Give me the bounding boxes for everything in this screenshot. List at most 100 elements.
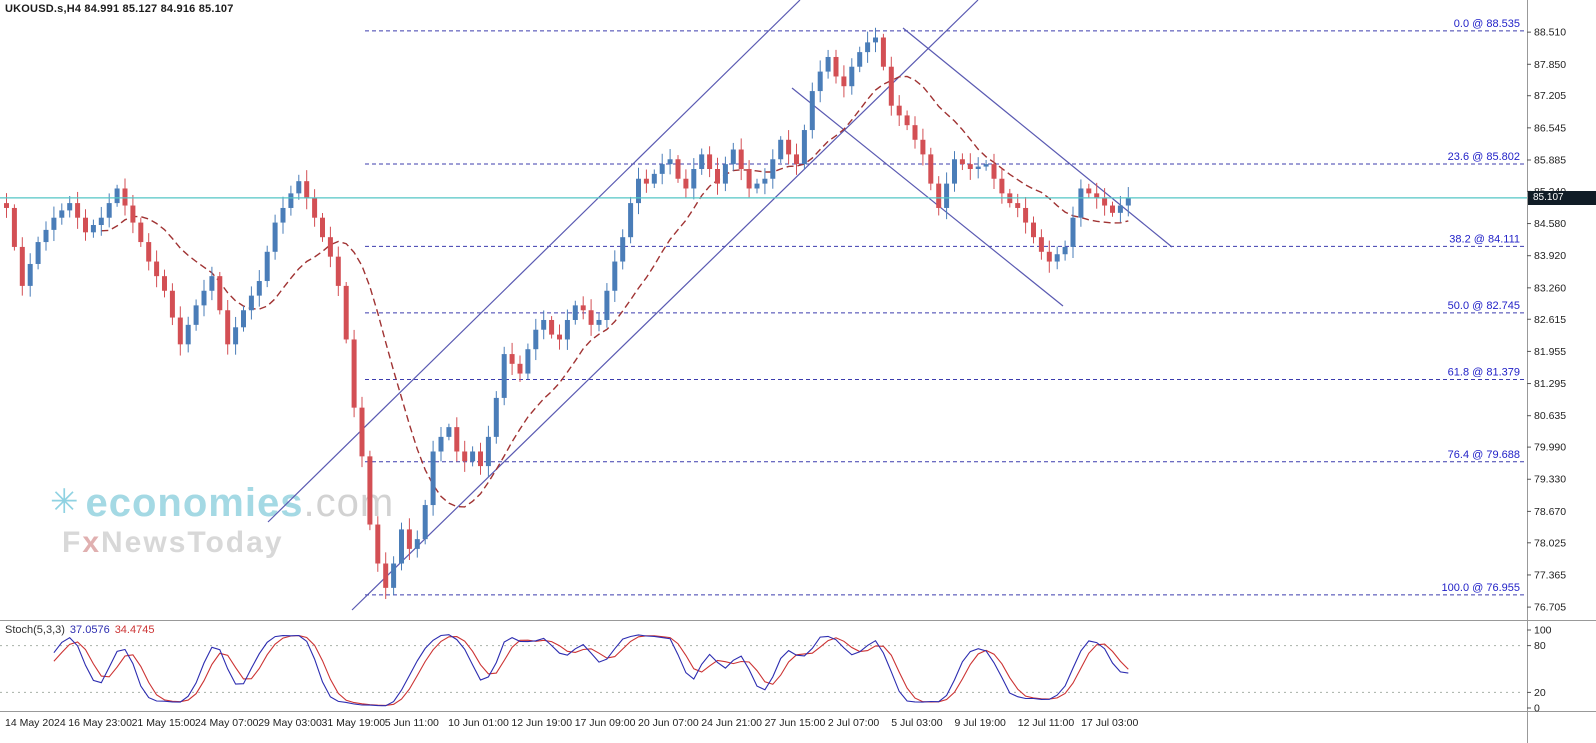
price-tick-label: 85.885 bbox=[1534, 154, 1566, 166]
candle-body bbox=[1031, 222, 1036, 238]
candle-body bbox=[525, 349, 531, 374]
candle-body bbox=[975, 166, 981, 170]
candle-body bbox=[233, 327, 239, 345]
time-axis-label: 17 Jul 03:00 bbox=[1081, 717, 1138, 729]
candle-body bbox=[778, 139, 784, 160]
fib-label: 38.2 @ 84.111 bbox=[1449, 233, 1520, 245]
candle-body bbox=[414, 539, 420, 549]
symbol-ohlc-header: UKOUSD.s,H4 84.991 85.127 84.916 85.107 bbox=[5, 3, 234, 15]
candle-body bbox=[628, 203, 634, 238]
candle-body bbox=[636, 178, 641, 204]
candle-body bbox=[1117, 205, 1123, 213]
price-tick-label: 79.990 bbox=[1534, 442, 1566, 454]
time-axis-label: 16 May 23:00 bbox=[68, 717, 132, 729]
candle-body bbox=[873, 37, 878, 43]
candle-body bbox=[841, 76, 847, 87]
watermark-brand-line: ✳ economies .com bbox=[50, 482, 394, 524]
candle-body bbox=[509, 354, 515, 364]
candle-body bbox=[817, 71, 823, 92]
candle-body bbox=[446, 427, 452, 437]
candle-body bbox=[501, 354, 507, 398]
candle-body bbox=[130, 205, 136, 223]
stochastic-label: Stoch(5,3,3) 37.0576 34.4745 bbox=[5, 624, 154, 636]
ascending-channel-lower bbox=[351, 0, 979, 611]
candle-body bbox=[209, 276, 215, 291]
time-axis-label: 9 Jul 19:00 bbox=[955, 717, 1007, 729]
candle-body bbox=[533, 329, 539, 350]
candle-body bbox=[470, 451, 476, 462]
candle-body bbox=[485, 436, 491, 467]
candle-body bbox=[794, 154, 799, 165]
candle-body bbox=[4, 203, 9, 208]
candle-body bbox=[983, 164, 989, 167]
candle-body bbox=[746, 169, 752, 189]
candle-body bbox=[406, 529, 412, 549]
candle-body bbox=[280, 207, 286, 223]
stoch-tick-label: 80 bbox=[1534, 640, 1546, 652]
candle-body bbox=[1086, 188, 1092, 194]
candle-body bbox=[146, 242, 152, 262]
candle-body bbox=[241, 310, 246, 328]
candle-body bbox=[928, 154, 934, 184]
candle-body bbox=[580, 305, 586, 311]
candle-body bbox=[201, 290, 207, 306]
price-tick-label: 77.365 bbox=[1534, 569, 1566, 581]
candle-body bbox=[51, 217, 57, 230]
candle-body bbox=[730, 149, 736, 165]
candle-body bbox=[217, 276, 223, 311]
candle-body bbox=[959, 159, 965, 165]
price-tick-label: 83.920 bbox=[1534, 250, 1566, 262]
stoch-main-line bbox=[53, 634, 1129, 707]
stochastic-main-value: 37.0576 bbox=[69, 624, 110, 636]
candle-body bbox=[312, 198, 318, 218]
time-axis-label: 5 Jul 03:00 bbox=[891, 717, 943, 729]
price-tick-label: 86.545 bbox=[1534, 122, 1566, 134]
candle-body bbox=[888, 66, 894, 106]
candle-body bbox=[643, 178, 649, 184]
candle-body bbox=[651, 173, 657, 184]
candle-body bbox=[596, 319, 602, 325]
candle-body bbox=[169, 290, 175, 318]
fib-label: 61.8 @ 81.379 bbox=[1448, 366, 1520, 378]
candle-body bbox=[193, 305, 199, 325]
candle-body bbox=[138, 222, 144, 243]
candle-body bbox=[1054, 254, 1060, 262]
candle-body bbox=[738, 149, 744, 170]
price-tick-label: 79.330 bbox=[1534, 474, 1566, 486]
candle-body bbox=[825, 56, 831, 72]
candle-body bbox=[920, 139, 926, 155]
candle-body bbox=[944, 183, 950, 208]
price-tick-label: 78.025 bbox=[1534, 537, 1566, 549]
watermark-fx-x: x bbox=[82, 526, 102, 559]
candle-body bbox=[849, 66, 855, 87]
price-tick-label: 87.205 bbox=[1534, 90, 1566, 102]
price-tick-label: 84.580 bbox=[1534, 218, 1566, 230]
ascending-channel-upper bbox=[267, 0, 801, 523]
time-axis-label: 17 Jun 09:00 bbox=[575, 717, 636, 729]
candle-body bbox=[272, 222, 278, 252]
candle-body bbox=[880, 37, 886, 67]
price-tick-label: 87.850 bbox=[1534, 59, 1566, 71]
candle-body bbox=[715, 169, 720, 184]
candle-body bbox=[375, 524, 381, 564]
candle-body bbox=[833, 56, 839, 77]
candle-body bbox=[90, 225, 96, 233]
candle-body bbox=[675, 159, 681, 179]
price-tick-label: 83.260 bbox=[1534, 282, 1566, 294]
candle-body bbox=[335, 256, 341, 286]
candle-body bbox=[399, 529, 404, 564]
candle-body bbox=[454, 427, 460, 452]
candle-body bbox=[185, 324, 191, 345]
stochastic-name: Stoch(5,3,3) bbox=[5, 624, 65, 636]
price-tick-label: 82.615 bbox=[1534, 314, 1566, 326]
candle-body bbox=[422, 505, 428, 540]
candle-body bbox=[343, 285, 349, 340]
candle-body bbox=[659, 164, 665, 174]
candle-body bbox=[59, 210, 65, 218]
price-tick-label: 88.510 bbox=[1534, 27, 1566, 39]
candle-body bbox=[1062, 246, 1068, 255]
current-price-badge: 85.107 bbox=[1528, 191, 1596, 205]
candle-body bbox=[98, 217, 104, 226]
candle-body bbox=[707, 154, 713, 170]
